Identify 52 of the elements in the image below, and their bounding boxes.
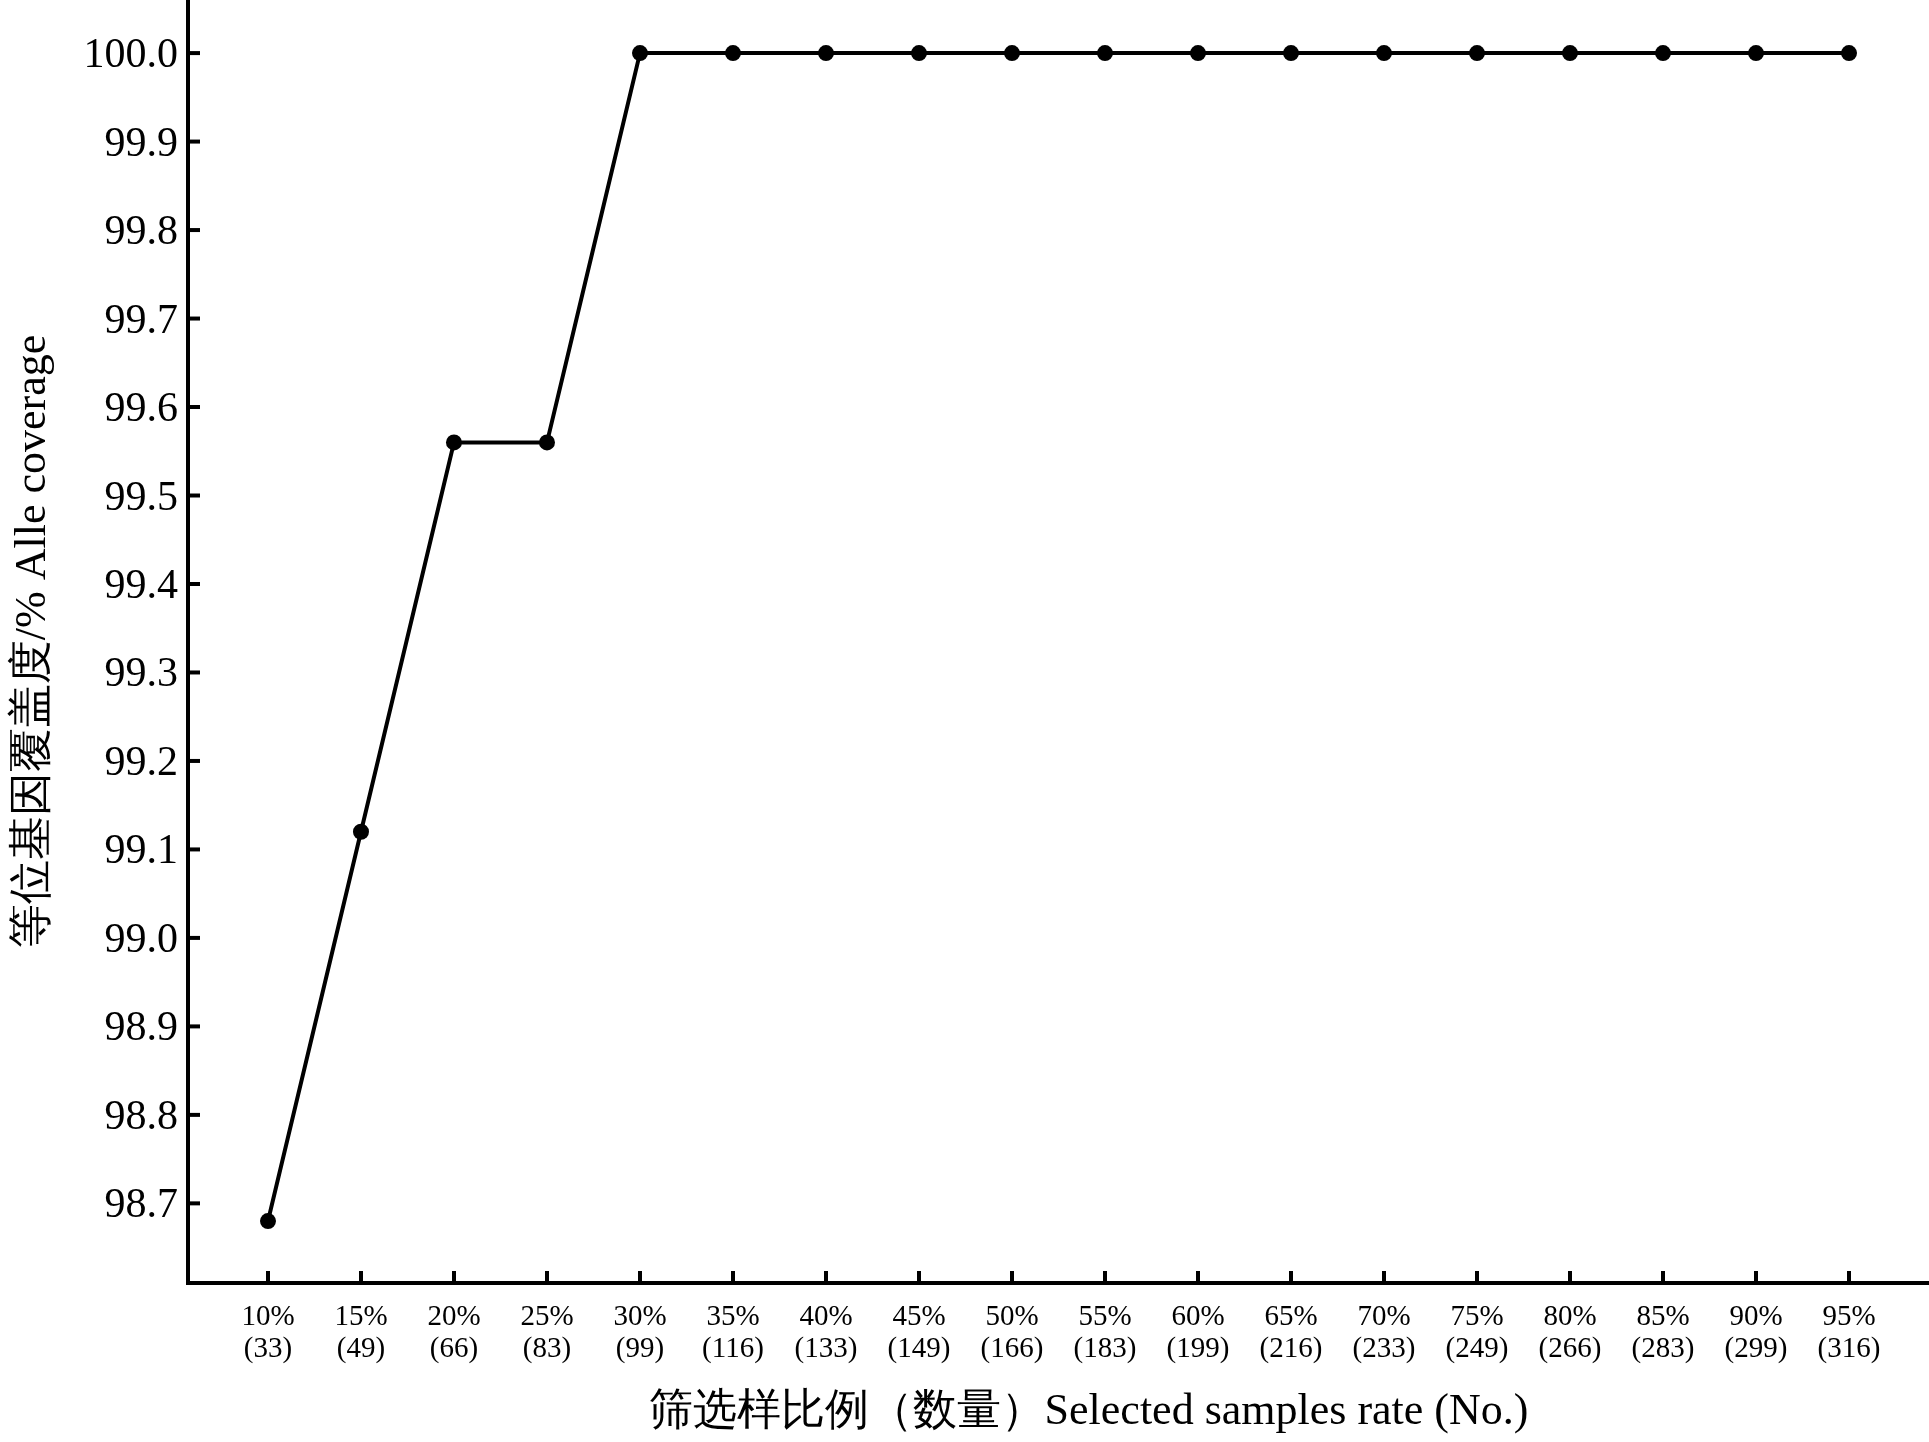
x-tick-label: 70% (233)	[1352, 1299, 1416, 1364]
y-tick-label: 99.5	[104, 472, 178, 519]
point	[724, 45, 741, 62]
y-tick-label: 98.8	[104, 1091, 178, 1138]
y-tick-label: 99.8	[104, 207, 178, 254]
point	[1562, 45, 1579, 62]
y-axis-title: 等位基因覆盖度/% Alle coverage	[6, 334, 55, 949]
y-tick-label: 99.7	[104, 295, 178, 342]
point	[1655, 45, 1672, 62]
x-tick-label: 45% (149)	[887, 1299, 951, 1364]
x-tick-label: 40% (133)	[794, 1299, 858, 1364]
x-axis-title: 筛选样比例（数量）Selected samples rate (No.)	[648, 1385, 1529, 1434]
point	[1748, 45, 1765, 62]
point	[1841, 45, 1858, 62]
point	[259, 1213, 276, 1230]
point	[1283, 45, 1300, 62]
x-tick-label: 25% (83)	[520, 1299, 574, 1364]
point	[631, 45, 648, 62]
point	[818, 45, 834, 62]
y-tick-label: 99.1	[104, 826, 178, 873]
y-tick-label: 98.7	[104, 1180, 178, 1227]
x-tick-label: 85% (283)	[1631, 1299, 1695, 1364]
point	[911, 45, 927, 62]
point	[1376, 45, 1393, 62]
y-tick-label: 99.6	[104, 384, 178, 431]
x-tick-label: 75% (249)	[1445, 1299, 1509, 1364]
y-tick-label: 99.3	[104, 649, 178, 696]
x-tick-label: 60% (199)	[1166, 1299, 1230, 1364]
y-tick-label: 99.9	[104, 118, 178, 165]
y-tick-label: 100.0	[83, 30, 178, 77]
y-tick-label: 99.0	[104, 914, 178, 961]
x-tick-label: 10% (33)	[241, 1299, 295, 1364]
x-tick-label: 15% (49)	[334, 1299, 388, 1364]
x-tick-label: 55% (183)	[1073, 1299, 1137, 1364]
x-tick-label: 30% (99)	[613, 1299, 667, 1364]
x-tick-label: 80% (266)	[1538, 1299, 1602, 1364]
x-tick-label: 65% (216)	[1259, 1299, 1323, 1364]
x-tick-label: 35% (116)	[702, 1299, 764, 1364]
x-tick-label: 95% (316)	[1817, 1299, 1881, 1364]
point	[1004, 45, 1020, 62]
x-tick-label: 90% (299)	[1724, 1299, 1788, 1364]
y-tick-label: 99.4	[104, 560, 178, 607]
x-tick-label: 50% (166)	[980, 1299, 1044, 1364]
point	[352, 823, 369, 840]
point	[445, 434, 462, 451]
point	[1190, 45, 1206, 62]
y-tick-label: 99.2	[104, 737, 178, 784]
point	[538, 434, 555, 451]
point	[1097, 45, 1113, 62]
y-tick-label: 98.9	[104, 1003, 178, 1050]
point	[1469, 45, 1486, 62]
x-tick-label: 20% (66)	[427, 1299, 481, 1364]
